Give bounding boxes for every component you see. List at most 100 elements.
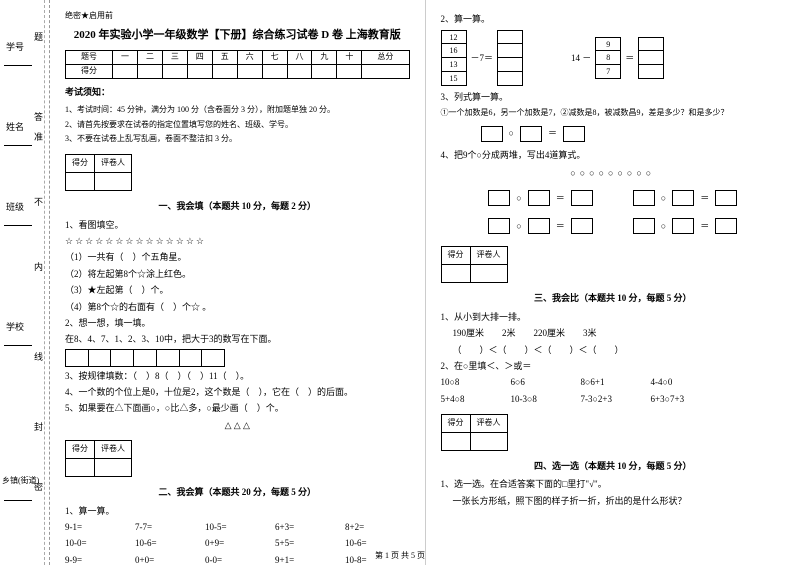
th-num: 题号: [66, 51, 113, 65]
label-student-id: 学号: [6, 40, 24, 53]
th-2: 二: [138, 51, 163, 65]
q3: 3、按规律填数：（ ）8（ ）（ ）11（ ）。: [65, 369, 410, 383]
c: 6+3=: [275, 520, 325, 534]
label-name: 姓名: [6, 120, 24, 133]
vcell: 13: [441, 58, 467, 72]
sq: [528, 190, 550, 206]
left-column: 绝密★启用前 2020 年实验小学一年级数学【下册】综合练习试卷 D 卷 上海教…: [50, 0, 426, 565]
sq: [571, 190, 593, 206]
notice-title: 考试须知：: [65, 85, 410, 99]
th-9: 九: [312, 51, 337, 65]
sb-blank: [95, 172, 132, 190]
s4q1: 1、选一选。在合适答案下面的□里打"√"。: [441, 477, 786, 491]
notice-3: 3、不要在试卷上乱写乱画，卷面不整洁扣 3 分。: [65, 133, 410, 146]
cmp-row-2: 5+4○810-3○87-3○2+36+3○7+3: [441, 392, 786, 406]
cell: [287, 65, 312, 79]
sb-grader: 评卷人: [95, 155, 132, 173]
cell: [262, 65, 287, 79]
sb-score: 得分: [441, 247, 470, 265]
vcell: [497, 58, 523, 72]
right-column: 2、算一算。 12 16 13 15 －7＝ 14 － 9 8 7: [426, 0, 800, 565]
q1b: （2）将左起第8个☆涂上红色。: [65, 267, 410, 281]
blank-line-3: [4, 215, 32, 226]
section-1-title: 一、我会填（本题共 10 分，每题 2 分）: [65, 199, 410, 213]
sb-score: 得分: [66, 441, 95, 459]
q1a: （1）一共有（ ）个五角星。: [65, 250, 410, 264]
eq: ＝: [556, 191, 565, 205]
cell: [187, 65, 212, 79]
seal-char-8: 密: [34, 480, 43, 493]
th-8: 八: [287, 51, 312, 65]
c: 7-3○2+3: [581, 392, 631, 406]
c: 9-1=: [65, 520, 115, 534]
seal-char-7: 封: [34, 420, 43, 433]
c: 4-4○0: [651, 375, 701, 389]
label-school: 学校: [6, 320, 24, 333]
sb-grader: 评卷人: [470, 247, 507, 265]
sq: [715, 190, 737, 206]
sq: [528, 218, 550, 234]
cmp-row-1: 10○86○68○6+14-4○0: [441, 375, 786, 389]
q2t: 在8、4、7、1、2、3、10中，把大于3的数写在下面。: [65, 332, 410, 346]
c: 10-0=: [65, 536, 115, 550]
section-score-box-2: 得分评卷人: [65, 440, 132, 477]
eq: ＝: [700, 219, 709, 233]
cell: [237, 65, 262, 79]
sb-grader: 评卷人: [95, 441, 132, 459]
vcell: 12: [441, 30, 467, 44]
c: 8+2=: [345, 520, 395, 534]
sq: [571, 218, 593, 234]
eq: ＝: [548, 126, 557, 140]
op: ○: [516, 219, 521, 233]
sq: [488, 218, 510, 234]
section-4-title: 四、选一选（本题共 10 分，每题 5 分）: [441, 459, 786, 473]
th-6: 六: [237, 51, 262, 65]
cell: [337, 65, 362, 79]
q1c: （3）★左起第（ ）个。: [65, 283, 410, 297]
sq: [633, 218, 655, 234]
eq-box: ○＝: [633, 190, 737, 206]
sb-blank: [441, 432, 470, 450]
sq: [633, 190, 655, 206]
calc-diagram: 12 16 13 15 －7＝ 14 － 9 8 7 ＝: [441, 30, 786, 86]
vcell: 9: [595, 37, 621, 51]
sb-blank: [470, 432, 507, 450]
th-1: 一: [113, 51, 138, 65]
eq-box-row: ○＝: [481, 126, 786, 142]
s4q1a: 一张长方形纸，照下图的样子折一折，折出的是什么形状？: [453, 494, 786, 508]
vstack-3: 9 8 7: [595, 37, 621, 79]
calc-row-1: 9-1=7-7=10-5=6+3=8+2=: [65, 520, 410, 534]
binding-margin: 学号 姓名 班级 学校 乡镇(街道) 题 答 准 不 内 线 封 密: [0, 0, 50, 565]
th-7: 七: [262, 51, 287, 65]
cell: [312, 65, 337, 79]
calc-row-2: 10-0=10-6=0+9=5+5=10-6=: [65, 536, 410, 550]
sb-blank: [66, 172, 95, 190]
sb-blank: [441, 265, 470, 283]
cell: [113, 65, 138, 79]
cell: [212, 65, 237, 79]
sq: [563, 126, 585, 142]
sq: [481, 126, 503, 142]
vcell: [638, 51, 664, 65]
notice-2: 2、请首先按要求在试卷的指定位置填写您的姓名、班级、学号。: [65, 119, 410, 132]
vcell: [638, 65, 664, 79]
s3q1: 1、从小到大排一排。: [441, 310, 786, 324]
vcell: [638, 37, 664, 51]
triangles: △ △ △: [65, 418, 410, 432]
vcell: 16: [441, 44, 467, 58]
fold-line: [44, 0, 45, 565]
seal-char-5: 内: [34, 260, 43, 273]
q4: 4、一个数的个位上是0，十位是2，这个数是（ ），它在（ ）的后面。: [65, 385, 410, 399]
sq: [488, 190, 510, 206]
sb-blank: [470, 265, 507, 283]
sq: [715, 218, 737, 234]
c: 10-5=: [205, 520, 255, 534]
eq: ＝: [625, 51, 634, 65]
c: 6○6: [511, 375, 561, 389]
op: ○: [516, 191, 521, 205]
c: 10-3○8: [511, 392, 561, 406]
sb-grader: 评卷人: [470, 415, 507, 433]
c: 0+9=: [205, 536, 255, 550]
c: 8○6+1: [581, 375, 631, 389]
c: 5+4○8: [441, 392, 491, 406]
